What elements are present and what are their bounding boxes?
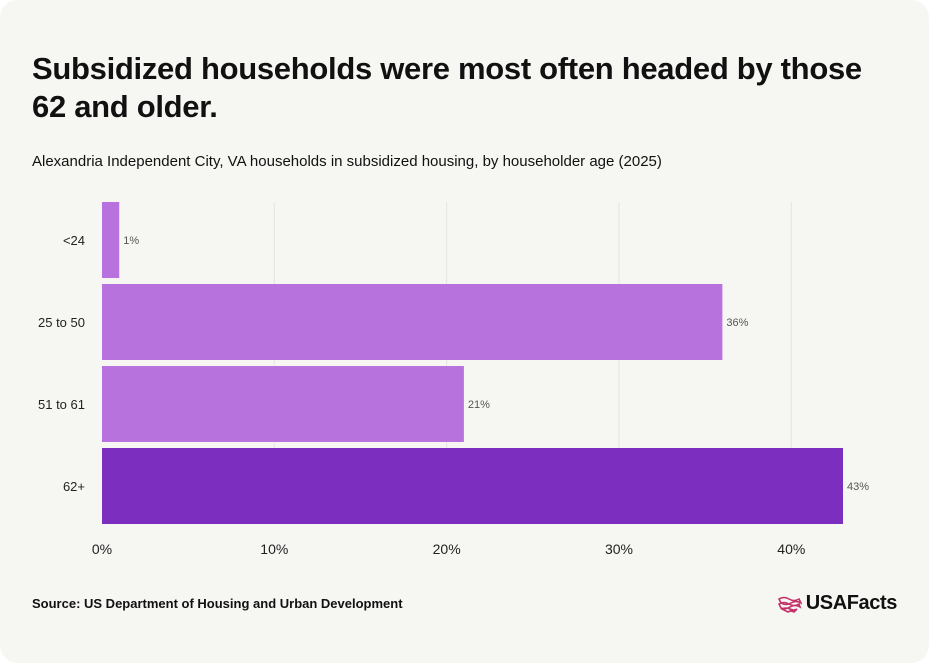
chart-title: Subsidized households were most often he… xyxy=(32,51,862,124)
x-tick-label: 0% xyxy=(92,541,112,557)
bar-chart: 0% 10% 20% 30% 40% <24 1% 25 to 50 36% 51 to 61 21… xyxy=(38,202,869,557)
bar[interactable] xyxy=(102,366,464,442)
x-tick-label: 20% xyxy=(433,541,461,557)
category-label: <24 xyxy=(63,233,85,248)
usafacts-logo[interactable]: USAFacts xyxy=(777,592,898,615)
bar[interactable] xyxy=(102,202,120,278)
x-tick-label: 30% xyxy=(605,541,633,557)
category-label: 62+ xyxy=(63,479,85,494)
category-label: 25 to 50 xyxy=(38,315,85,330)
bar[interactable] xyxy=(102,448,843,524)
category-label: 51 to 61 xyxy=(38,397,85,412)
us-map-flag-icon xyxy=(777,596,802,613)
chart-subtitle: Alexandria Independent City, VA househol… xyxy=(32,153,662,170)
brand-name: USAFacts xyxy=(805,592,898,614)
x-tick-label: 10% xyxy=(260,541,288,557)
source-note: Source: US Department of Housing and Urb… xyxy=(32,596,403,611)
bars xyxy=(102,202,843,524)
labels: 0% 10% 20% 30% 40% <24 1% 25 to 50 36% 51 to 61 21… xyxy=(38,233,869,557)
bar[interactable] xyxy=(102,284,723,360)
value-label: 1% xyxy=(123,235,139,247)
x-tick-label: 40% xyxy=(777,541,805,557)
value-label: 36% xyxy=(726,317,748,329)
value-label: 43% xyxy=(847,481,869,493)
value-label: 21% xyxy=(468,399,490,411)
